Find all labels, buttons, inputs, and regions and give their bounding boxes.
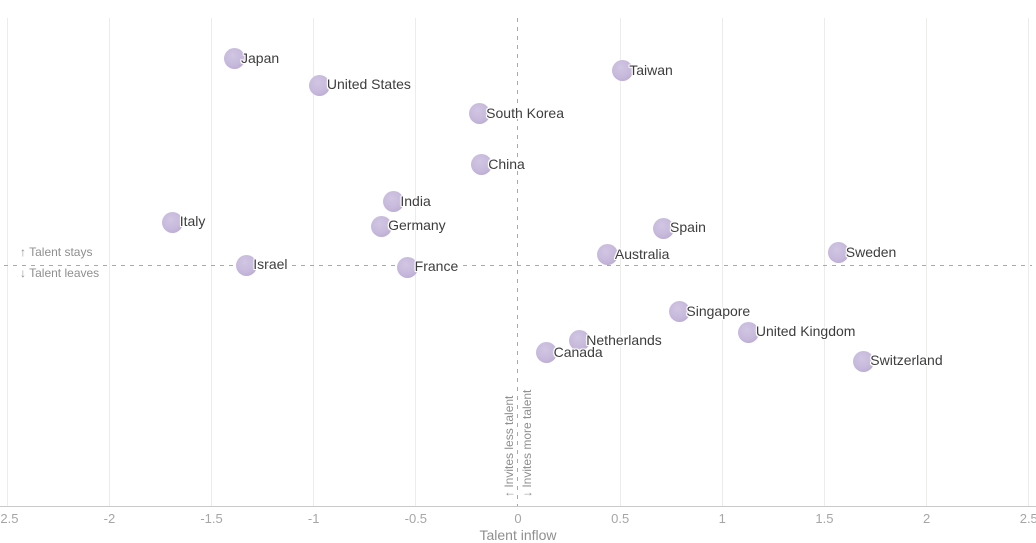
data-point-bubble-taiwan[interactable] — [611, 60, 633, 82]
gridline — [6, 18, 8, 506]
data-point-label-france: France — [414, 258, 459, 275]
data-point-label-sweden: Sweden — [845, 243, 897, 260]
data-point-label-switzerland: Switzerland — [870, 352, 943, 369]
x-tick-label: 2 — [922, 511, 931, 526]
x-tick-label: -2 — [103, 511, 116, 526]
data-point-label-taiwan: Taiwan — [629, 61, 673, 78]
x-tick-label: 1.5 — [815, 511, 834, 526]
data-point-label-netherlands: Netherlands — [586, 331, 662, 348]
x-tick-label: -1.5 — [200, 511, 223, 526]
data-point-bubble-china[interactable] — [470, 154, 492, 176]
data-point-bubble-south-korea[interactable] — [468, 103, 490, 125]
x-tick-label: 2.5 — [1019, 511, 1036, 526]
data-point-label-spain: Spain — [670, 219, 706, 236]
data-point-label-germany: Germany — [388, 217, 446, 234]
gridline — [313, 18, 315, 506]
gridline — [1028, 18, 1030, 506]
ref-label-invites-less-talent: ↑ Invites less talent — [502, 395, 516, 497]
data-point-bubble-spain[interactable] — [652, 217, 674, 239]
data-point-label-japan: Japan — [241, 49, 280, 66]
data-point-label-israel: Israel — [253, 256, 288, 272]
x-axis-title: Talent inflow — [479, 527, 557, 543]
horizontal-reference-line — [4, 265, 1032, 266]
data-point-label-united-states: United States — [326, 76, 411, 93]
gridline — [721, 18, 723, 506]
x-axis-line — [0, 506, 1036, 507]
gridline — [823, 18, 825, 506]
data-point-bubble-switzerland[interactable] — [852, 350, 874, 372]
data-point-bubble-germany[interactable] — [370, 215, 392, 237]
ref-label-invites-more-talent: ↓ Invites more talent — [520, 389, 534, 497]
x-tick-label: -0.5 — [404, 511, 428, 526]
ref-label-talent-leaves: ↓ Talent leaves — [20, 266, 100, 280]
data-point-bubble-singapore[interactable] — [668, 301, 690, 323]
data-point-bubble-netherlands[interactable] — [568, 330, 590, 352]
data-point-label-china: China — [488, 155, 525, 172]
x-tick-label: 0.5 — [611, 511, 630, 526]
data-point-bubble-italy[interactable] — [162, 211, 184, 233]
gridline — [619, 18, 621, 506]
data-point-bubble-canada[interactable] — [536, 342, 558, 364]
x-tick-label: -1 — [307, 511, 320, 526]
gridline — [926, 18, 928, 506]
x-tick-label: 0 — [514, 511, 522, 526]
data-point-label-italy: Italy — [179, 213, 206, 230]
vertical-reference-line — [517, 18, 518, 506]
data-point-label-india: India — [400, 192, 431, 209]
data-point-bubble-israel[interactable] — [235, 254, 257, 276]
data-point-label-united-kingdom: United Kingdom — [755, 323, 856, 340]
data-point-label-australia: Australia — [614, 245, 670, 262]
data-point-bubble-france[interactable] — [397, 256, 419, 278]
data-point-bubble-united-kingdom[interactable] — [738, 321, 760, 343]
data-point-bubble-australia[interactable] — [597, 244, 619, 266]
data-point-label-canada: Canada — [553, 343, 603, 360]
data-point-bubble-sweden[interactable] — [828, 242, 850, 264]
data-point-bubble-united-states[interactable] — [309, 74, 331, 96]
data-point-label-singapore: Singapore — [686, 302, 751, 319]
ref-label-talent-stays: ↑ Talent stays — [20, 245, 93, 259]
gridline — [108, 18, 110, 506]
data-point-label-south-korea: South Korea — [486, 104, 565, 121]
gridline — [211, 18, 213, 506]
data-point-bubble-japan[interactable] — [223, 48, 245, 70]
x-tick-label: 1 — [718, 511, 726, 526]
x-tick-label: -2.5 — [0, 511, 19, 526]
data-point-bubble-india[interactable] — [382, 191, 404, 213]
